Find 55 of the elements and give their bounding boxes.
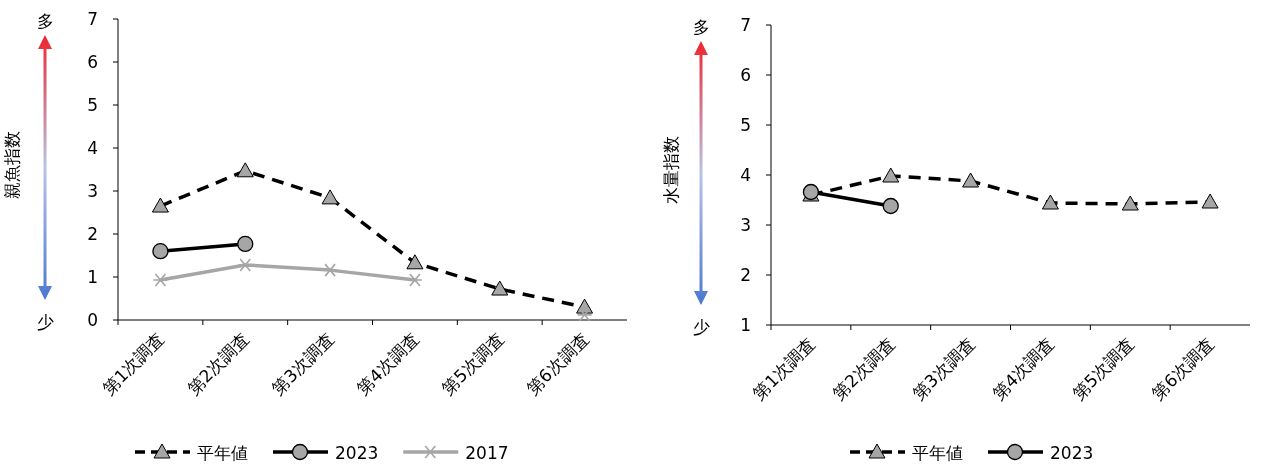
point bbox=[406, 254, 424, 270]
y-tick-label: 5 bbox=[740, 115, 751, 135]
point bbox=[1121, 195, 1139, 211]
y-tick-label: 6 bbox=[740, 65, 751, 85]
x-tick-label: 第1次調査 bbox=[98, 328, 169, 399]
text: 多 bbox=[692, 17, 710, 37]
y-tick-label: 2 bbox=[740, 265, 751, 285]
point bbox=[237, 235, 254, 253]
point bbox=[321, 189, 339, 205]
x-tick-label: 第2次調査 bbox=[183, 328, 254, 399]
legend-label: 平年値 bbox=[912, 443, 963, 463]
y-tick-label: 4 bbox=[87, 138, 98, 158]
y-tick-label: 1 bbox=[740, 315, 751, 335]
point bbox=[576, 308, 593, 322]
point bbox=[962, 172, 980, 188]
x-tick-label: 第3次調査 bbox=[908, 333, 979, 404]
y-tick-label: 5 bbox=[87, 95, 98, 115]
legend-label: 2023 bbox=[1050, 443, 1094, 463]
text: 多 bbox=[36, 11, 54, 31]
x-tick-label: 第6次調査 bbox=[522, 328, 593, 399]
x-tick-label: 第6次調査 bbox=[1148, 333, 1218, 404]
legend-label: 2023 bbox=[335, 443, 379, 463]
point bbox=[882, 167, 900, 183]
point bbox=[1201, 193, 1219, 209]
x-tick-label: 第5次調査 bbox=[437, 328, 508, 399]
y-tick-label: 7 bbox=[740, 15, 751, 35]
y-tick-label: 7 bbox=[87, 9, 98, 29]
x-tick-label: 第2次調査 bbox=[828, 333, 899, 404]
x-tick-label: 第1次調査 bbox=[748, 333, 819, 404]
y-tick-label: 1 bbox=[87, 267, 98, 287]
y-tick-label: 0 bbox=[87, 310, 98, 330]
y-tick-label: 3 bbox=[740, 215, 751, 235]
point bbox=[407, 273, 423, 287]
x-tick-label: 第4次調査 bbox=[352, 328, 423, 399]
point bbox=[236, 162, 254, 178]
point bbox=[151, 197, 169, 213]
point bbox=[491, 280, 509, 296]
x-tick-label: 第5次調査 bbox=[1068, 333, 1139, 404]
y-tick-label: 2 bbox=[87, 224, 98, 244]
text: 少 bbox=[36, 312, 54, 332]
legend-label: 2017 bbox=[465, 443, 509, 463]
legend-label: 平年値 bbox=[197, 443, 248, 463]
point bbox=[882, 197, 899, 215]
y-axis-title: 水量指数 bbox=[661, 136, 681, 204]
y-axis-title: 親魚指数 bbox=[2, 130, 22, 199]
point bbox=[152, 243, 169, 260]
y-tick-label: 3 bbox=[87, 181, 98, 201]
x-tick-label: 第3次調査 bbox=[268, 328, 338, 399]
text: 少 bbox=[692, 317, 710, 337]
y-tick-label: 6 bbox=[87, 52, 98, 72]
y-tick-label: 4 bbox=[740, 165, 751, 185]
x-tick-label: 第4次調査 bbox=[988, 333, 1059, 404]
point bbox=[1041, 194, 1059, 210]
point bbox=[322, 263, 338, 277]
point bbox=[152, 273, 169, 287]
